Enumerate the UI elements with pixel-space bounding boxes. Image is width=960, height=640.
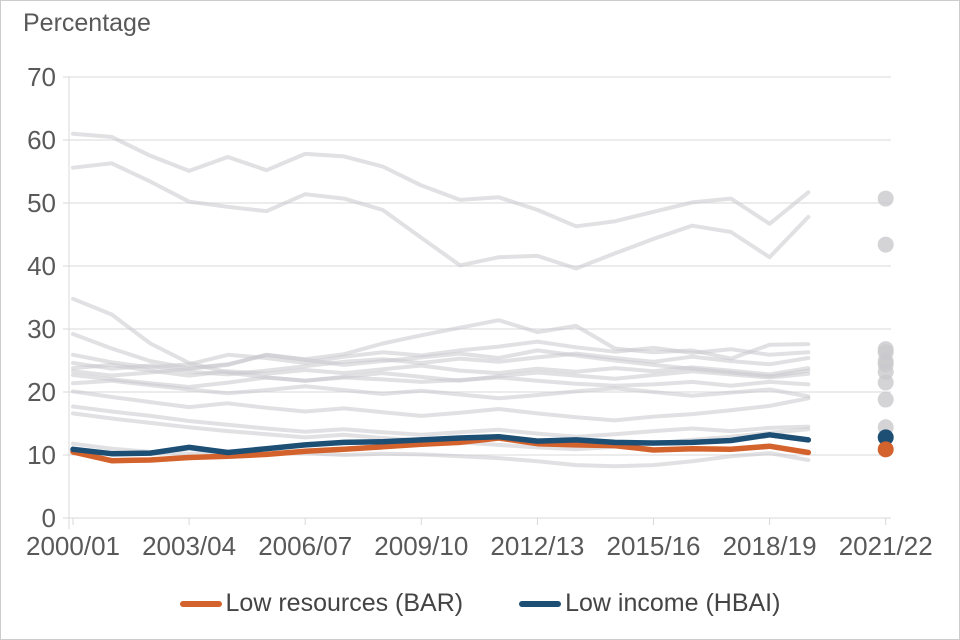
legend-label-low-income: Low income (HBAI) (565, 589, 781, 617)
low-income-hbai-line (70, 432, 812, 457)
low-income-line-swatch (519, 600, 562, 607)
gray-context-line (71, 131, 811, 229)
y-tick-label: 40 (27, 251, 56, 281)
gray-context-line (71, 369, 811, 389)
context-point-2021-22 (877, 391, 894, 408)
gray-context-line (71, 404, 811, 439)
legend-label-low-resources: Low resources (BAR) (225, 589, 464, 617)
poverty-trends-line-chart: 0 10 20 30 40 50 60 70 2000/01 2003/04 2006/07 2009… (26, 62, 933, 561)
x-tick-label: 2018/19 (723, 531, 817, 561)
x-tick-label: 2021/22 (839, 531, 933, 561)
x-tick-label: 2000/01 (26, 531, 120, 561)
gray-context-line (71, 161, 811, 271)
y-axis-title: Percentage (23, 9, 151, 37)
y-tick-label: 30 (27, 314, 56, 344)
low-resources-bar-point-2021-22 (877, 441, 894, 458)
low-income-hbai-point-2021-22 (877, 429, 894, 446)
gray-context-line (71, 389, 811, 423)
legend-item-low-income: Low income (HBAI) (519, 589, 780, 618)
legend-item-low-resources: Low resources (BAR) (179, 589, 464, 618)
x-tick-label: 2003/04 (142, 531, 236, 561)
gray-context-line (71, 378, 811, 401)
gray-context-line (71, 441, 811, 469)
gray-context-line (71, 339, 811, 370)
gray-context-line (71, 351, 811, 377)
context-point-2021-22 (877, 374, 894, 391)
y-tick-label: 10 (27, 440, 56, 470)
gray-context-line (71, 348, 811, 379)
y-tick-label: 20 (27, 377, 56, 407)
y-tick-label: 70 (27, 62, 56, 92)
y-tick-label: 0 (42, 503, 56, 533)
y-tick-label: 60 (27, 125, 56, 155)
low-resources-line-swatch (179, 600, 222, 607)
x-tick-label: 2012/13 (490, 531, 584, 561)
context-point-2021-22 (877, 190, 894, 207)
x-tick-label: 2009/10 (374, 531, 468, 561)
y-tick-label: 50 (27, 188, 56, 218)
context-point-2021-22 (877, 236, 894, 253)
x-tick-label: 2015/16 (607, 531, 701, 561)
chart-legend: Low resources (BAR) Low income (HBAI) (1, 589, 959, 618)
x-tick-label: 2006/07 (258, 531, 352, 561)
low-resources-bar-line (70, 435, 812, 464)
